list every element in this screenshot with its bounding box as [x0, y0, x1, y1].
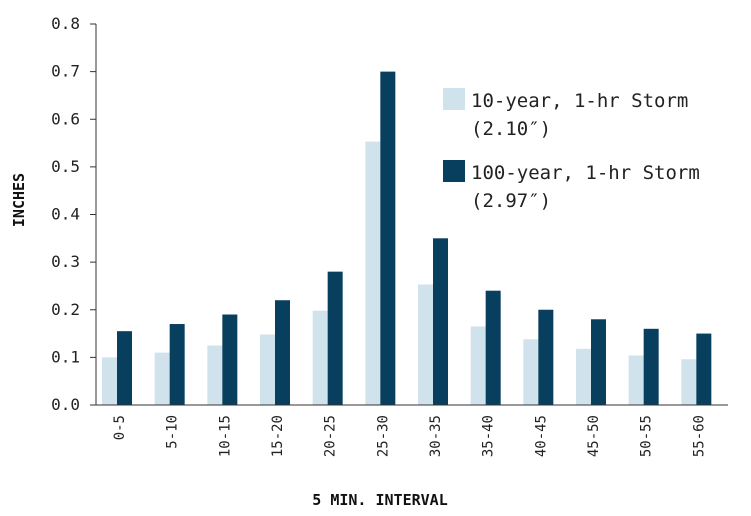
- y-tick-label: 0.3: [51, 252, 80, 271]
- x-axis-title: 5 MIN. INTERVAL: [312, 491, 447, 509]
- y-tick-label: 0.7: [51, 62, 80, 81]
- bar-100-year-55-60: [696, 333, 712, 405]
- x-tick-label: 5-10: [165, 415, 181, 449]
- bar-100-year-50-55: [643, 328, 659, 405]
- bar-10-year-10-15: [207, 345, 223, 405]
- legend-label: 100-year, 1-hr Storm: [471, 162, 700, 184]
- x-tick-label: 15-20: [270, 415, 286, 457]
- bar-10-year-40-45: [523, 339, 539, 405]
- bar-10-year-55-60: [681, 359, 697, 405]
- x-tick-label: 10-15: [217, 415, 233, 457]
- bar-100-year-5-10: [169, 324, 185, 405]
- x-tick-label: 30-35: [428, 415, 444, 457]
- x-tick-label: 40-45: [533, 415, 549, 457]
- x-tick-label: 20-25: [323, 415, 339, 457]
- bar-100-year-30-35: [433, 238, 448, 405]
- bar-10-year-50-55: [628, 355, 644, 405]
- bar-10-year-5-10: [154, 352, 170, 405]
- x-tick-label: 50-55: [639, 415, 655, 457]
- y-axis-title: INCHES: [10, 173, 28, 227]
- legend-label: 10-year, 1-hr Storm: [471, 90, 688, 112]
- legend-label-total: (2.10″): [471, 118, 551, 140]
- bar-10-year-30-35: [418, 284, 433, 405]
- legend-swatch: [443, 88, 465, 110]
- bar-10-year-35-40: [470, 326, 486, 405]
- y-tick-label: 0.0: [51, 395, 80, 414]
- legend: 10-year, 1-hr Storm (2.10″) 100-year, 1-hr…: [443, 88, 700, 212]
- legend-swatch: [443, 160, 465, 182]
- bar-10-year-0-5: [102, 357, 117, 405]
- bars: [102, 71, 712, 406]
- bar-100-year-25-30: [380, 71, 396, 405]
- y-tick-label: 0.6: [51, 109, 80, 128]
- bar-100-year-35-40: [485, 290, 501, 405]
- bar-100-year-45-50: [591, 319, 606, 405]
- legend-label-total: (2.97″): [471, 190, 551, 212]
- x-tick-label: 35-40: [481, 415, 497, 457]
- y-tick-label: 0.5: [51, 157, 80, 176]
- x-tick-label: 25-30: [375, 415, 391, 457]
- x-tick-label: 0-5: [112, 415, 128, 440]
- y-tick-label: 0.2: [51, 300, 80, 319]
- x-tick-label: 55-60: [691, 415, 707, 457]
- bar-10-year-15-20: [260, 334, 275, 405]
- bar-100-year-15-20: [275, 300, 290, 405]
- y-tick-label: 0.8: [51, 14, 80, 33]
- bar-100-year-0-5: [117, 331, 132, 405]
- x-axis-tick-labels: 0-5 5-10 10-15 15-20 20-25 25-30 30-35 35-40 40-…: [112, 415, 707, 457]
- bar-100-year-10-15: [222, 314, 238, 405]
- bar-10-year-25-30: [365, 141, 381, 406]
- x-tick-label: 45-50: [586, 415, 602, 457]
- bar-100-year-20-25: [327, 271, 343, 405]
- bar-10-year-45-50: [576, 348, 591, 405]
- y-tick-label: 0.4: [51, 205, 80, 224]
- bar-100-year-40-45: [538, 309, 554, 405]
- y-tick-label: 0.1: [51, 347, 80, 366]
- bar-10-year-20-25: [312, 310, 328, 405]
- y-axis-ticks: 0.0 0.1 0.2 0.3 0.4 0.5 0.6 0.7 0.8: [51, 14, 96, 414]
